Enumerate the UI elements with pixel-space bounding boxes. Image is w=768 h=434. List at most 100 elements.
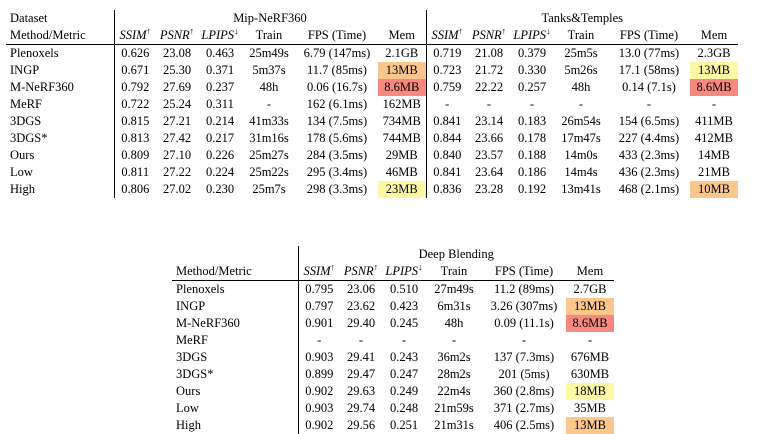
table-cell: 2.1GB bbox=[385, 46, 419, 60]
table-cell: 29.47 bbox=[346, 367, 376, 381]
benchmark-table-deep-blending: Deep Blending Method/Metric SSIM↑ PSNR↑ LP… bbox=[172, 246, 614, 434]
table-cell: 227 (4.4ms) bbox=[618, 131, 680, 145]
table-cell: 35MB bbox=[574, 401, 606, 415]
method-label: M-NeRF360 bbox=[176, 316, 240, 330]
table-cell: 468 (2.1ms) bbox=[618, 182, 680, 196]
table-cell: 178 (5.6ms) bbox=[306, 131, 368, 145]
up-arrow-icon: ↑ bbox=[458, 25, 464, 36]
table-cell: - bbox=[451, 333, 457, 347]
table-cell: 21.08 bbox=[474, 46, 504, 60]
table-cell: 0.245 bbox=[389, 316, 419, 330]
table-cell: 0.251 bbox=[389, 418, 419, 432]
table-cell: 0.247 bbox=[389, 367, 419, 381]
highlighted-cell: 13MB bbox=[566, 417, 614, 434]
method-label: Ours bbox=[176, 384, 201, 398]
table-cell: 433 (2.3ms) bbox=[618, 148, 680, 162]
method-metric-header: Method/Metric bbox=[6, 27, 114, 45]
up-arrow-icon: ↑ bbox=[189, 25, 195, 36]
metric-header-psnr: PSNR↑ bbox=[156, 25, 198, 45]
table-cell: 0.463 bbox=[205, 46, 235, 60]
metric-header-ssim: SSIM↑ bbox=[297, 262, 340, 281]
highlighted-cell: 13MB bbox=[378, 62, 426, 79]
down-arrow-icon: ↓ bbox=[546, 25, 551, 36]
table-cell: 0.841 bbox=[425, 164, 468, 181]
table-cell: 5m37s bbox=[252, 63, 286, 77]
metric-header-lpips: LPIPS↓ bbox=[510, 25, 554, 45]
table-cell: 27.22 bbox=[162, 165, 192, 179]
table-cell: 0.311 bbox=[206, 97, 234, 111]
table-cell: 0.806 bbox=[113, 181, 156, 198]
table-cell: 21m31s bbox=[434, 418, 474, 432]
table-cell: 11.2 (89ms) bbox=[494, 282, 554, 296]
table-cell: 0.899 bbox=[297, 366, 340, 383]
table-cell: 41m33s bbox=[249, 114, 289, 128]
table-cell: - bbox=[358, 333, 364, 347]
table-cell: 5m26s bbox=[564, 63, 598, 77]
table-cell: 11.7 (85ms) bbox=[307, 63, 367, 77]
method-label: INGP bbox=[176, 299, 206, 313]
metric-header-lpips: LPIPS↓ bbox=[382, 262, 426, 281]
metric-header-train: Train bbox=[426, 263, 482, 281]
table-cell: 0.903 bbox=[297, 400, 340, 417]
table-cell: 0.226 bbox=[205, 148, 235, 162]
metric-header-mem: Mem bbox=[378, 27, 426, 45]
table-cell: 25.30 bbox=[162, 63, 192, 77]
metric-header-psnr: PSNR↑ bbox=[468, 25, 510, 45]
table-cell: 0.722 bbox=[113, 96, 156, 113]
metric-header-ssim: SSIM↑ bbox=[113, 26, 156, 45]
table-cell: 25.24 bbox=[162, 97, 192, 111]
table-row: 3DGS 0.903 29.41 0.243 36m2s 137 (7.3ms) 676MB bbox=[172, 349, 614, 366]
table-row: 3DGS* 0.813 27.42 0.217 31m16s 178 (5.6ms) 744… bbox=[6, 130, 738, 147]
table-cell: 29.63 bbox=[346, 384, 376, 398]
table-cell: 630MB bbox=[570, 367, 610, 381]
table-cell: 0.759 bbox=[425, 79, 468, 96]
table-cell: - bbox=[297, 332, 340, 349]
table-cell: 0.795 bbox=[297, 280, 340, 298]
method-label: Plenoxels bbox=[10, 46, 59, 60]
method-label: 3DGS bbox=[10, 114, 42, 128]
table-cell: 0.379 bbox=[517, 46, 547, 60]
metric-header-train: Train bbox=[242, 27, 296, 45]
table-cell: 23.06 bbox=[346, 282, 376, 296]
table-cell: 0.09 (11.1s) bbox=[494, 316, 554, 330]
highlighted-cell: 23MB bbox=[378, 181, 426, 198]
table-row: Plenoxels 0.626 23.08 0.463 25m49s 6.79 (147m… bbox=[6, 44, 738, 62]
method-label: MeRF bbox=[10, 97, 42, 111]
table-cell: 0.813 bbox=[113, 130, 156, 147]
table-cell: 27.69 bbox=[162, 80, 192, 94]
highlighted-cell: 8.6MB bbox=[566, 315, 614, 332]
table-row: Plenoxels 0.795 23.06 0.510 27m49s 11.2 (89ms… bbox=[172, 280, 614, 298]
benchmark-table-main: Dataset Mip-NeRF360 Tanks&Temples Method… bbox=[6, 10, 738, 198]
table-cell: 0.809 bbox=[113, 147, 156, 164]
table-cell: 734MB bbox=[382, 114, 421, 128]
table-cell: 137 (7.3ms) bbox=[493, 350, 555, 364]
table-cell: 0.257 bbox=[517, 80, 547, 94]
table-cell: 25m49s bbox=[249, 46, 289, 60]
metric-header-fps-time-: FPS (Time) bbox=[482, 263, 566, 281]
table-cell: 0.811 bbox=[113, 164, 156, 181]
method-label: Ours bbox=[10, 148, 35, 162]
table-cell: - bbox=[529, 97, 535, 111]
table-row: M-NeRF360 0.901 29.40 0.245 48h 0.09 (11.1s) 8… bbox=[172, 315, 614, 332]
table-cell: 17m47s bbox=[561, 131, 601, 145]
highlighted-cell: 10MB bbox=[690, 181, 738, 198]
method-label: INGP bbox=[10, 63, 40, 77]
table-cell: 201 (5ms) bbox=[498, 367, 550, 381]
table-cell: 0.178 bbox=[517, 131, 547, 145]
table-cell: 0.214 bbox=[205, 114, 235, 128]
table-cell: 23.62 bbox=[346, 299, 376, 313]
table-cell: 744MB bbox=[382, 131, 421, 145]
table-cell: 0.249 bbox=[389, 384, 419, 398]
table-cell: - bbox=[578, 97, 584, 111]
empty-corner bbox=[172, 246, 298, 263]
table-cell: - bbox=[646, 97, 652, 111]
table-cell: 298 (3.3ms) bbox=[306, 182, 368, 196]
up-arrow-icon: ↑ bbox=[501, 25, 507, 36]
table-cell: 412MB bbox=[694, 131, 734, 145]
group-header-tankstemples: Tanks&Temples bbox=[425, 10, 738, 27]
metric-header-psnr: PSNR↑ bbox=[340, 262, 382, 281]
table-cell: 48h bbox=[571, 80, 591, 94]
table-cell: 0.330 bbox=[517, 63, 547, 77]
table-cell: 29.74 bbox=[346, 401, 376, 415]
table-cell: 29.41 bbox=[346, 350, 376, 364]
